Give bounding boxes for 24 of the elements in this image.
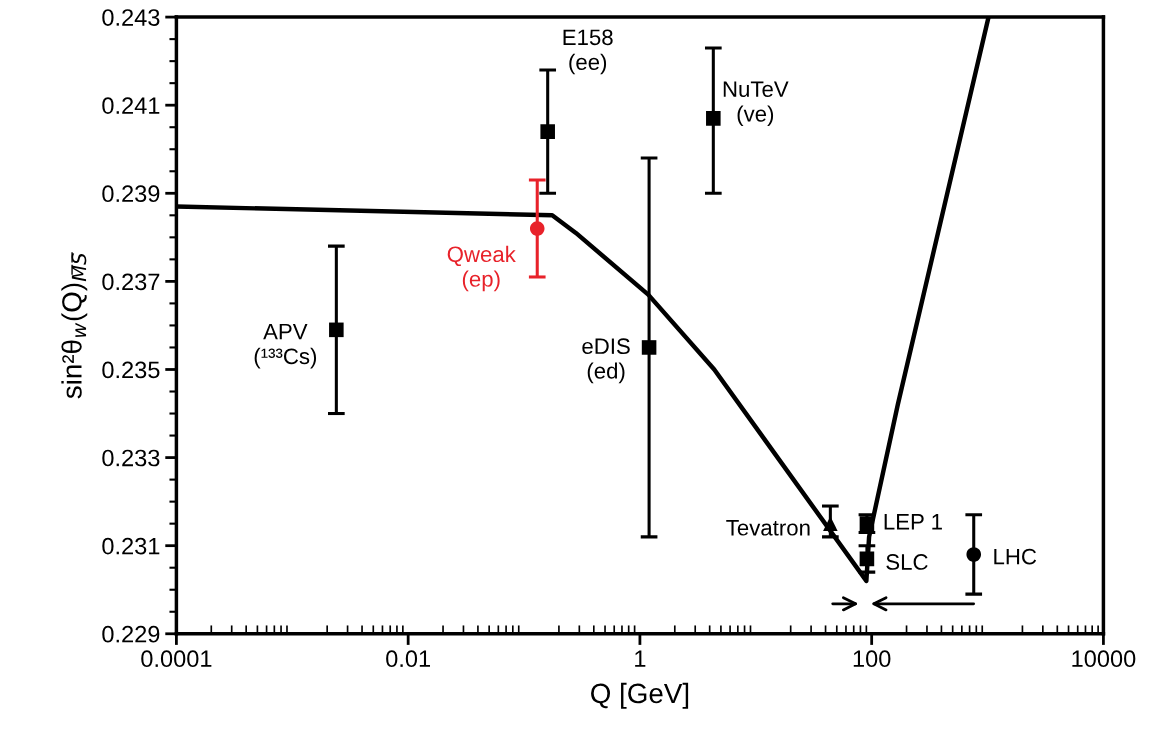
x-tick-label: 10000 (1072, 650, 1136, 668)
series-label: APV (¹³³Cs) (254, 323, 317, 369)
x-tick-label: 0.01 (386, 650, 430, 668)
y-tick-label: 0.237 (102, 273, 160, 291)
y-tick-label: 0.241 (102, 97, 160, 114)
y-tick-label: 0.229 (102, 625, 160, 643)
y-tick-label: 0.235 (102, 361, 160, 379)
y-tick-label: 0.243 (102, 9, 160, 26)
y-tick-label: 0.233 (102, 449, 160, 467)
y-tick-label: 0.231 (102, 537, 160, 555)
series-label: Qweak (ep) (447, 245, 516, 292)
series-label: Tevatron (726, 520, 810, 536)
x-tick-label: 100 (853, 650, 891, 668)
series-label: eDIS (ed) (582, 338, 630, 384)
text: E158 (ee) (563, 29, 613, 75)
series-label: NuTeV (ve) (723, 81, 789, 127)
series-label: LHC (994, 548, 1037, 565)
series-label: LEP 1 (884, 514, 942, 530)
y-axis-title: sin²θ$_{w}$(Q)$_{M̅S̅}$ (61, 252, 88, 399)
x-axis-title: Q [GeV] (591, 682, 689, 709)
x-tick-label: 1 (635, 650, 646, 667)
y-tick-label: 0.239 (102, 185, 160, 203)
series-label: SLC (886, 554, 928, 570)
x-tick-label: 0.0001 (141, 650, 212, 668)
